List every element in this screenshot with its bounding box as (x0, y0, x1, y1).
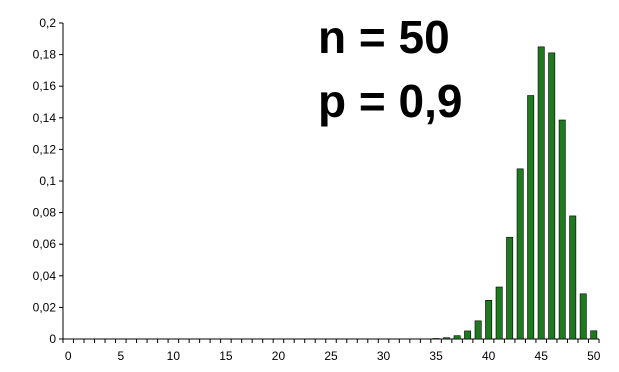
y-tick-label: 0,16 (33, 79, 57, 93)
x-tick-label: 30 (377, 349, 391, 363)
x-tick-label: 10 (167, 349, 181, 363)
x-tick-label: 35 (429, 349, 443, 363)
bar-x-39 (474, 320, 482, 340)
x-tick-label: 40 (482, 349, 496, 363)
y-axis-ticks: 0 0,02 0,04 0,06 0,08 0,1 0,12 0,14 0,16 0,18 0,2 (33, 16, 63, 346)
y-tick-label: 0,1 (39, 174, 56, 188)
x-tick-label: 20 (272, 349, 286, 363)
bar-x-37 (453, 335, 461, 340)
y-tick-label: 0,2 (39, 16, 56, 30)
x-tick-label: 0 (65, 349, 72, 363)
y-tick-label: 0,02 (33, 300, 57, 314)
annotation-n: n = 50 (318, 11, 450, 63)
bar-x-36 (443, 337, 451, 340)
bar-x-38 (464, 330, 472, 340)
bar-x-45 (537, 46, 545, 340)
bar-x-50 (590, 330, 598, 340)
bar-x-46 (548, 52, 556, 340)
bar-x-43 (516, 168, 524, 340)
y-tick-label: 0,12 (33, 142, 57, 156)
x-tick-label: 50 (587, 349, 601, 363)
y-tick-label: 0,06 (33, 237, 57, 251)
bars (432, 46, 598, 340)
bar-x-49 (579, 293, 587, 340)
x-tick-label: 15 (219, 349, 233, 363)
bar-x-35 (432, 338, 440, 340)
bar-x-44 (527, 95, 535, 340)
x-axis-ticks: 0 5 10 15 20 25 30 35 40 45 50 (62, 339, 601, 363)
y-tick-label: 0,08 (33, 206, 57, 220)
y-tick-label: 0,04 (33, 269, 57, 283)
bar-x-48 (569, 215, 577, 340)
annotation-p: p = 0,9 (318, 75, 462, 127)
bar-x-42 (506, 236, 514, 340)
y-tick-label: 0,14 (33, 111, 57, 125)
bar-x-47 (558, 119, 566, 340)
x-tick-label: 5 (117, 349, 124, 363)
y-tick-label: 0 (49, 332, 56, 346)
bar-x-41 (495, 286, 503, 340)
x-tick-label: 45 (535, 349, 549, 363)
bar-x-40 (485, 299, 493, 340)
y-tick-label: 0,18 (33, 48, 57, 62)
x-tick-label: 25 (324, 349, 338, 363)
